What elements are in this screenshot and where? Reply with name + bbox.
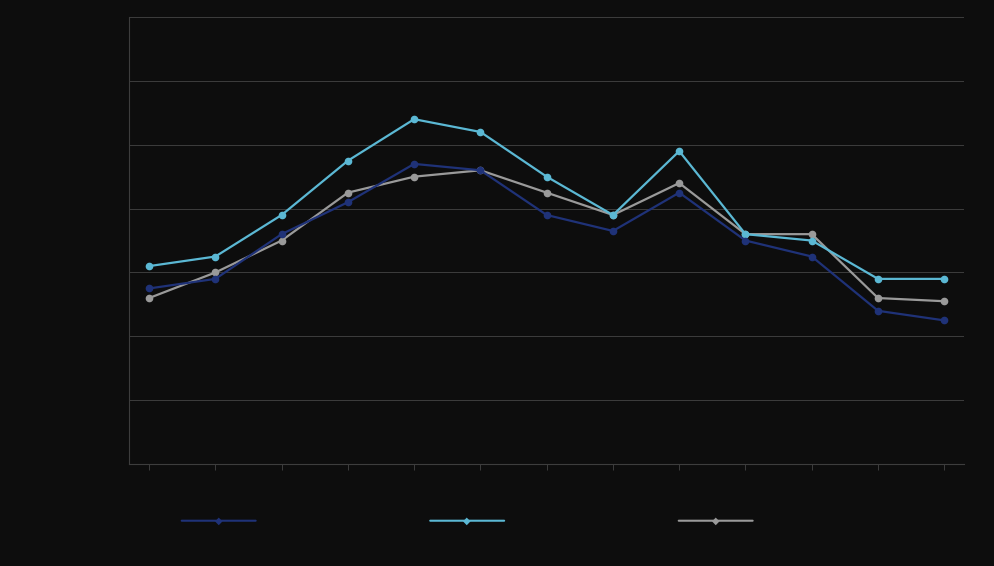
- Text: ◆: ◆: [463, 516, 471, 526]
- Text: ◆: ◆: [712, 516, 720, 526]
- Text: ◆: ◆: [215, 516, 223, 526]
